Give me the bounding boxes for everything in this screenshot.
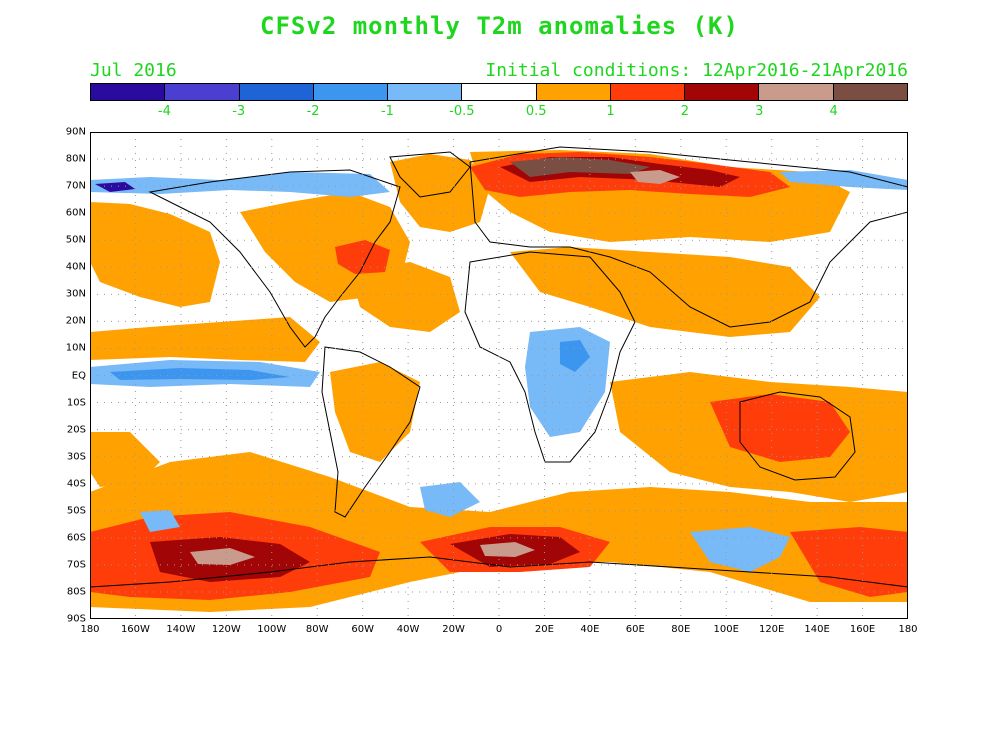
latitude-label: 60N — [65, 207, 86, 219]
latitude-label: 20N — [65, 315, 86, 327]
latitude-label: 70N — [65, 180, 86, 192]
legend-swatch-9 — [759, 84, 834, 100]
legend-swatch-10 — [833, 84, 907, 100]
legend-swatch-5 — [462, 84, 537, 100]
legend-label: -0.5 — [449, 104, 475, 119]
legend-label: 1 — [606, 104, 615, 119]
longitude-label: 160W — [120, 624, 150, 635]
warm-region-east-pacific — [90, 317, 320, 362]
latitude-label: 30N — [65, 288, 86, 300]
warm-region-south-america — [330, 362, 420, 462]
coastline-antarctica — [90, 556, 908, 588]
cool-region-africa-strong — [560, 340, 590, 372]
extreme-warm-arctic-east — [630, 170, 680, 184]
extreme-warm-antarctic — [190, 548, 255, 565]
coastline-greenland — [389, 151, 471, 198]
latitude-label: 30S — [66, 451, 86, 463]
latitude-label: 80N — [65, 153, 86, 165]
strong-warm-northeast-america — [335, 240, 390, 274]
legend-label: 2 — [680, 104, 690, 119]
color-legend-bar — [90, 83, 908, 101]
legend-label: 3 — [755, 104, 764, 119]
coastlines — [90, 146, 908, 588]
legend-swatch-4 — [388, 84, 463, 100]
coastline-eurasia — [469, 146, 908, 328]
longitude-label: 160E — [849, 624, 876, 635]
latitude-label: EQ — [71, 370, 86, 381]
legend-swatch-0 — [91, 84, 166, 100]
legend-label: 4 — [829, 104, 838, 119]
longitude-label: 40E — [580, 624, 600, 635]
latitude-label: 10S — [66, 397, 86, 409]
cold-region-bering — [95, 182, 135, 192]
map-frame — [90, 132, 908, 619]
strong-warm-australia — [710, 394, 850, 462]
legend-label: -1 — [380, 104, 394, 119]
coastline-south-america — [321, 346, 421, 518]
legend-swatch-3 — [313, 84, 389, 100]
strong-warm-southern-indian — [790, 527, 908, 597]
latitude-label: 90N — [65, 126, 86, 138]
legend-swatch-8 — [685, 84, 760, 100]
latitude-label: 40N — [65, 261, 86, 273]
cool-region-arctic-canada — [90, 172, 390, 197]
legend-swatch-1 — [165, 84, 240, 100]
warm-region-north-atlantic — [350, 262, 460, 332]
legend-label: 0.5 — [525, 104, 547, 119]
warm-region-asia-south — [510, 247, 820, 337]
longitude-label: 40W — [396, 624, 420, 635]
cool-region-africa — [525, 327, 610, 437]
legend-swatch-6 — [536, 84, 611, 100]
legend-label: -2 — [306, 104, 320, 119]
longitude-label: 60W — [351, 624, 374, 635]
longitude-label: 140W — [166, 624, 196, 635]
coastline-australia — [739, 391, 856, 481]
latitude-label: 50S — [66, 505, 86, 517]
coastline-north-america — [148, 169, 401, 348]
longitude-label: 0 — [495, 624, 503, 635]
longitude-label: 180 — [80, 624, 100, 635]
cool-region-south-atlantic — [420, 482, 480, 517]
extreme-warm-antarctic-2 — [480, 542, 535, 557]
cool-region-equatorial-pacific-strong — [110, 368, 290, 380]
longitude-label: 120W — [211, 624, 241, 635]
latitude-label: 20S — [66, 424, 86, 436]
latitude-label: 10N — [65, 342, 86, 354]
legend-swatch-2 — [239, 84, 314, 100]
legend-label: -3 — [232, 104, 246, 119]
coastline-africa — [464, 251, 636, 463]
cool-region-arctic-siberia — [780, 170, 908, 190]
cool-region-south-pacific — [140, 510, 180, 532]
latitude-label: 50N — [65, 234, 86, 246]
warm-region-north-pacific — [90, 202, 220, 307]
longitude-label: 100E — [713, 624, 739, 635]
longitude-label: 100W — [257, 624, 287, 635]
latitude-label: 40S — [66, 478, 86, 490]
map-title: CFSv2 monthly T2m anomalies (K) — [260, 12, 739, 40]
cool-region-antarctic-east — [690, 527, 790, 572]
warm-region-south-atlantic — [90, 432, 160, 487]
longitude-label: 80W — [305, 624, 329, 635]
latitude-label: 90S — [66, 613, 86, 625]
longitude-label: 180 — [898, 624, 918, 635]
anomaly-map — [90, 132, 908, 619]
longitude-label: 20E — [534, 624, 554, 635]
longitude-label: 120E — [758, 624, 785, 635]
valid-month-label: Jul 2016 — [90, 60, 177, 81]
latitude-label: 70S — [66, 559, 86, 571]
longitude-label: 80E — [671, 624, 691, 635]
longitude-label: 60E — [625, 624, 645, 635]
legend-swatch-7 — [610, 84, 686, 100]
longitude-label: 140E — [804, 624, 830, 635]
extreme-warm-arctic — [510, 157, 650, 177]
longitude-label: 20W — [442, 624, 465, 635]
initial-conditions-label: Initial conditions: 12Apr2016-21Apr2016 — [485, 60, 908, 81]
latitude-label: 80S — [66, 586, 86, 598]
legend-label: -4 — [157, 104, 171, 119]
latitude-label: 60S — [66, 532, 86, 544]
